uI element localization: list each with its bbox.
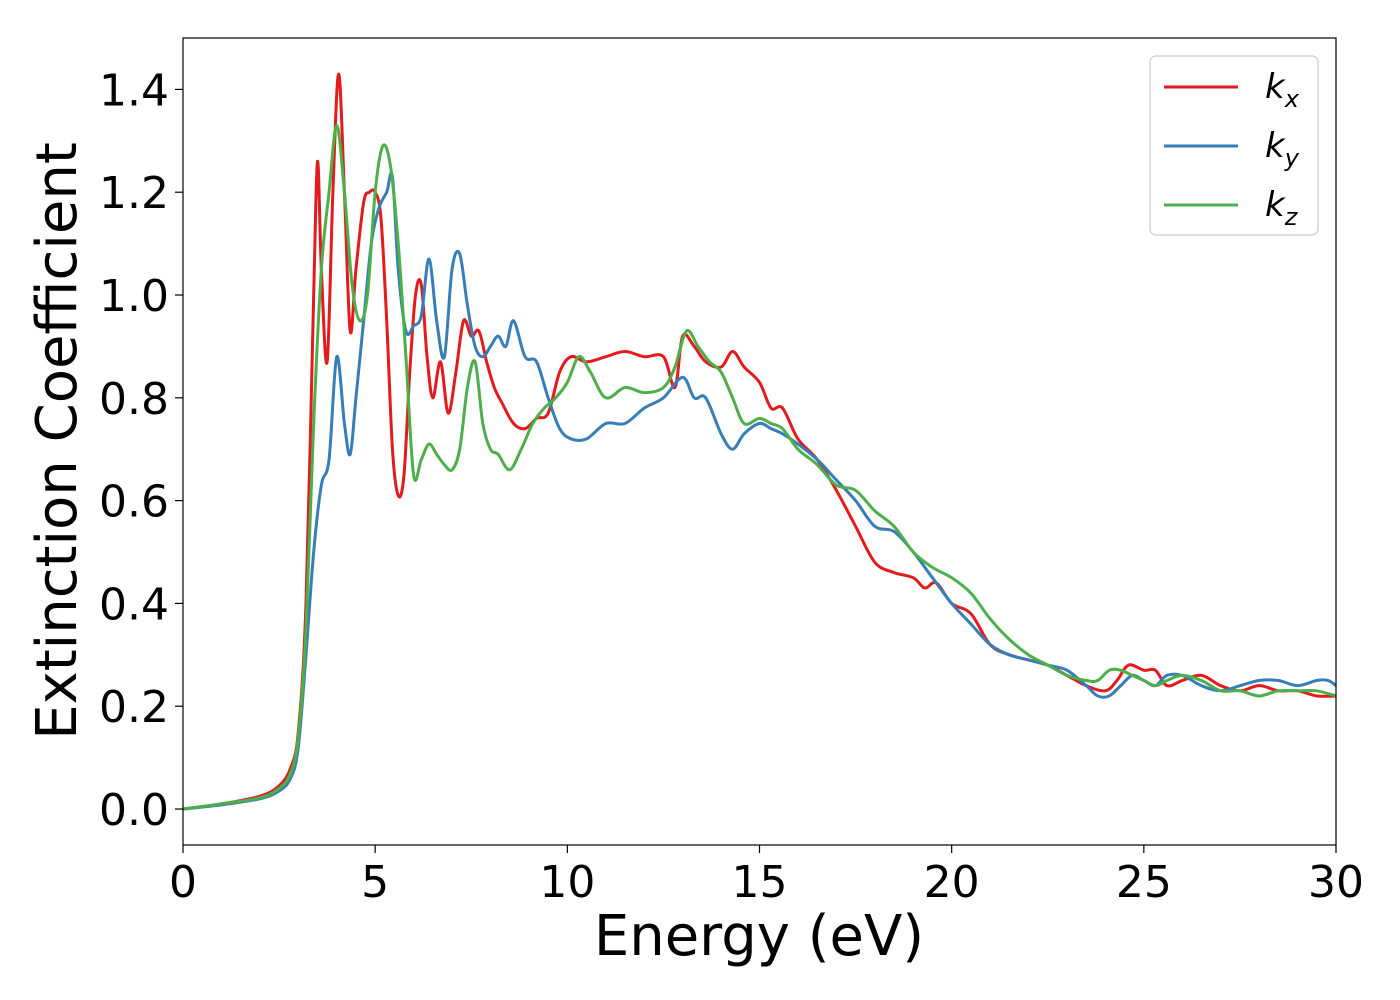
legend-label-kx: kx [1265,67,1300,113]
y-tick-label: 1.2 [99,168,169,219]
x-axis: 0 5 10 15 20 25 30 [169,845,1364,908]
y-tick-label: 0.6 [99,477,169,528]
x-tick-label: 0 [169,857,197,908]
series-line-ky [182,171,1337,811]
x-tick-label: 5 [361,857,389,908]
y-tick-label: 0.4 [99,579,169,630]
x-tick-label: 25 [1116,857,1172,908]
y-axis-title: Extinction Coefficient [25,142,90,740]
legend-label-ky: ky [1265,126,1300,172]
y-axis: 0.0 0.2 0.4 0.6 0.8 1.0 1.2 1.4 [99,65,183,836]
x-axis-title: Energy (eV) [594,904,924,969]
y-tick-label: 1.4 [99,65,169,116]
x-tick-label: 30 [1308,857,1364,908]
x-tick-label: 20 [924,857,980,908]
y-tick-label: 0.0 [99,785,169,836]
plot-background [183,38,1336,845]
y-tick-label: 0.8 [99,374,169,425]
series-line-kz [182,123,1337,811]
legend-label-kz: kz [1265,185,1299,231]
y-tick-label: 0.2 [99,682,169,733]
series-layer [182,72,1337,811]
legend: kx ky kz [1149,55,1319,236]
y-tick-label: 1.0 [99,271,169,322]
x-tick-label: 15 [732,857,788,908]
x-tick-label: 10 [539,857,595,908]
